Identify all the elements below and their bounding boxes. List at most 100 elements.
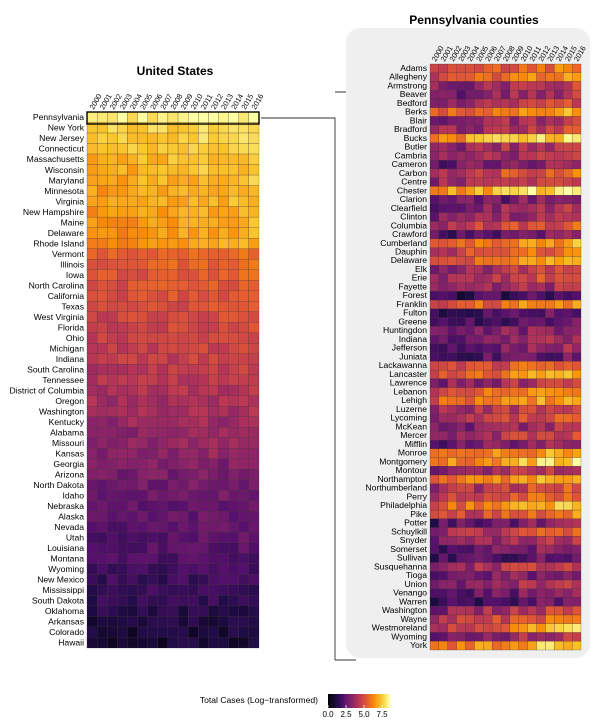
- heatmap-cell: [536, 483, 546, 493]
- heatmap-cell: [238, 280, 250, 291]
- heatmap-cell: [167, 542, 179, 554]
- heatmap-cell: [137, 479, 148, 491]
- heatmap-cell: [483, 133, 493, 143]
- heatmap-cell: [474, 256, 484, 266]
- counties-column-labels: 2000200120022003200420052006200720082009…: [430, 44, 588, 63]
- heatmap-cell: [228, 332, 239, 344]
- heatmap-cell: [465, 63, 475, 73]
- heatmap-cell: [571, 247, 582, 257]
- row-label: Lehigh: [401, 395, 427, 405]
- heatmap-cell: [465, 588, 475, 598]
- heatmap-cell: [571, 238, 582, 248]
- heatmap-cell: [545, 413, 555, 423]
- heatmap-cell: [218, 153, 229, 165]
- heatmap-cell: [500, 81, 511, 91]
- heatmap-cell: [228, 290, 239, 302]
- heatmap-cell: [429, 116, 440, 126]
- heatmap-cell: [429, 282, 440, 292]
- heatmap-cell: [527, 230, 537, 240]
- heatmap-cell: [527, 614, 537, 624]
- heatmap-cell: [218, 500, 229, 512]
- heatmap-cell: [483, 597, 493, 607]
- heatmap-cell: [117, 395, 128, 407]
- heatmap-cell: [456, 641, 466, 651]
- heatmap-cell: [509, 457, 519, 467]
- heatmap-cell: [554, 63, 564, 73]
- heatmap-cell: [218, 374, 229, 386]
- heatmap-cell: [117, 332, 128, 344]
- heatmap-cell: [447, 597, 457, 607]
- legend-title: Total Cases (Log−transformed): [200, 695, 318, 705]
- heatmap-cell: [545, 177, 555, 187]
- heatmap-cell: [167, 637, 179, 649]
- heatmap-cell: [429, 168, 440, 178]
- heatmap-cell: [483, 265, 493, 275]
- heatmap-cell: [117, 532, 128, 544]
- heatmap-cell: [438, 308, 448, 318]
- row-label: Greene: [398, 316, 427, 326]
- heatmap-cell: [545, 203, 555, 213]
- heatmap-cell: [545, 404, 555, 414]
- heatmap-cell: [438, 221, 448, 231]
- heatmap-cell: [248, 216, 260, 228]
- heatmap-cell: [177, 332, 189, 344]
- heatmap-cell: [545, 125, 555, 135]
- row-label: Northampton: [377, 474, 427, 484]
- heatmap-cell: [177, 132, 189, 144]
- heatmap-cell: [208, 164, 219, 176]
- heatmap-cell: [447, 168, 457, 178]
- heatmap-cell: [563, 588, 573, 598]
- heatmap-cell: [500, 238, 511, 248]
- heatmap-cell: [483, 474, 493, 484]
- heatmap-cell: [157, 406, 169, 417]
- heatmap-cell: [157, 500, 169, 512]
- heatmap-cell: [554, 536, 564, 546]
- heatmap-cell: [429, 623, 440, 633]
- row-label: Crawford: [392, 229, 427, 239]
- heatmap-cell: [107, 269, 118, 281]
- legend-swatch: [349, 694, 352, 708]
- heatmap-cell: [563, 247, 573, 257]
- heatmap-cell: [492, 221, 502, 231]
- heatmap-cell: [536, 492, 546, 502]
- heatmap-cell: [117, 216, 128, 228]
- heatmap-cell: [571, 335, 582, 345]
- heatmap-cell: [563, 413, 573, 423]
- heatmap-cell: [157, 532, 169, 544]
- heatmap-cell: [509, 641, 519, 651]
- heatmap-cell: [500, 98, 511, 108]
- heatmap-cell: [208, 374, 219, 386]
- heatmap-cell: [456, 509, 466, 519]
- heatmap-cell: [536, 387, 546, 397]
- heatmap-cell: [483, 142, 493, 152]
- heatmap-cell: [554, 553, 564, 563]
- heatmap-cell: [438, 273, 448, 283]
- heatmap-cell: [509, 300, 519, 310]
- heatmap-cell: [527, 116, 537, 126]
- heatmap-cell: [228, 185, 239, 197]
- heatmap-cell: [500, 352, 511, 362]
- heatmap-cell: [492, 448, 502, 458]
- heatmap-cell: [518, 378, 528, 388]
- heatmap-cell: [248, 374, 260, 386]
- heatmap-cell: [545, 474, 555, 484]
- heatmap-cell: [500, 431, 511, 441]
- heatmap-cell: [509, 404, 519, 414]
- heatmap-cell: [536, 457, 546, 467]
- heatmap-cell: [518, 509, 528, 519]
- heatmap-cell: [137, 595, 148, 607]
- heatmap-cell: [208, 469, 219, 480]
- heatmap-cell: [188, 500, 199, 512]
- heatmap-cell: [518, 632, 528, 642]
- heatmap-cell: [438, 361, 448, 371]
- heatmap-cell: [483, 571, 493, 581]
- heatmap-cell: [545, 396, 555, 406]
- heatmap-cell: [167, 406, 179, 417]
- heatmap-cell: [198, 164, 209, 176]
- heatmap-cell: [218, 521, 229, 533]
- heatmap-cell: [228, 174, 239, 186]
- heatmap-cell: [492, 256, 502, 266]
- heatmap-cell: [554, 230, 564, 240]
- heatmap-cell: [238, 174, 250, 186]
- heatmap-cell: [527, 308, 537, 318]
